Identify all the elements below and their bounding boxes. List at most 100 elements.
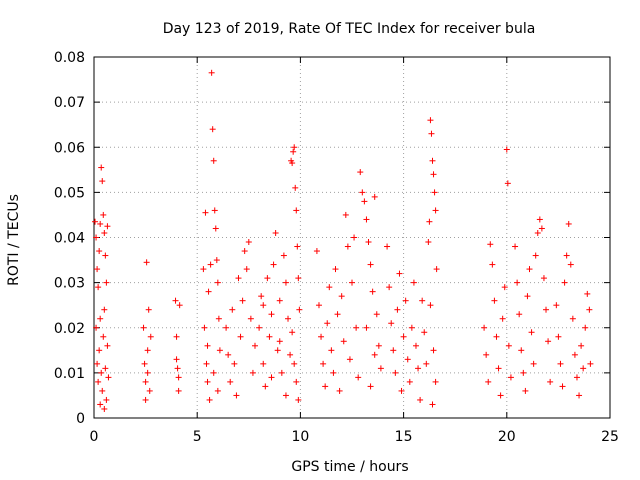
- x-tick-label: 15: [395, 429, 413, 445]
- data-point: [95, 378, 102, 385]
- data-point: [247, 315, 254, 322]
- data-point: [144, 347, 151, 354]
- data-point: [290, 148, 297, 155]
- data-point: [512, 243, 519, 250]
- data-point: [141, 360, 148, 367]
- data-point: [586, 306, 593, 313]
- data-point: [214, 279, 221, 286]
- data-point: [175, 374, 182, 381]
- data-point: [216, 347, 223, 354]
- data-point: [176, 302, 183, 309]
- data-point: [371, 193, 378, 200]
- data-point: [101, 229, 108, 236]
- data-point: [100, 211, 107, 218]
- data-point: [245, 239, 252, 246]
- y-tick-label: 0.07: [54, 95, 85, 111]
- data-point: [487, 241, 494, 248]
- data-point: [258, 293, 265, 300]
- data-point: [432, 207, 439, 214]
- data-point: [204, 342, 211, 349]
- data-point: [573, 374, 580, 381]
- data-point: [241, 248, 248, 255]
- data-point: [555, 333, 562, 340]
- data-point: [528, 329, 535, 336]
- data-point: [328, 347, 335, 354]
- data-point: [97, 220, 104, 227]
- data-point: [398, 387, 405, 394]
- data-point: [322, 383, 329, 390]
- data-point: [584, 290, 591, 297]
- data-point: [212, 225, 219, 232]
- data-point: [99, 178, 106, 185]
- data-point: [227, 378, 234, 385]
- data-point: [557, 360, 564, 367]
- data-point: [408, 324, 415, 331]
- data-point: [266, 333, 273, 340]
- data-point: [94, 360, 101, 367]
- data-point: [504, 180, 511, 187]
- data-point: [102, 365, 109, 372]
- data-point: [363, 324, 370, 331]
- data-point: [295, 396, 302, 403]
- data-point: [336, 387, 343, 394]
- data-point: [522, 387, 529, 394]
- data-point: [483, 351, 490, 358]
- data-point: [493, 333, 500, 340]
- data-point: [503, 146, 510, 153]
- data-point: [92, 218, 99, 225]
- data-point: [402, 297, 409, 304]
- data-point: [229, 306, 236, 313]
- data-point: [293, 378, 300, 385]
- data-point: [205, 288, 212, 295]
- data-point: [501, 284, 508, 291]
- data-point: [251, 342, 258, 349]
- data-point: [97, 401, 104, 408]
- data-point: [351, 234, 358, 241]
- data-point: [233, 392, 240, 399]
- data-point: [421, 329, 428, 336]
- data-point: [209, 126, 216, 133]
- x-tick-label: 5: [193, 429, 202, 445]
- data-point: [534, 229, 541, 236]
- data-point: [201, 324, 208, 331]
- data-point: [367, 261, 374, 268]
- data-point: [264, 275, 271, 282]
- data-point: [582, 324, 589, 331]
- data-point: [429, 157, 436, 164]
- data-point: [103, 279, 110, 286]
- data-point: [427, 302, 434, 309]
- data-point: [294, 243, 301, 250]
- data-point: [430, 347, 437, 354]
- data-point: [147, 333, 154, 340]
- data-point: [97, 315, 104, 322]
- data-point: [524, 293, 531, 300]
- data-point: [211, 207, 218, 214]
- data-point: [553, 302, 560, 309]
- data-point: [103, 396, 110, 403]
- data-point: [419, 297, 426, 304]
- data-point: [390, 347, 397, 354]
- data-point: [104, 223, 111, 230]
- y-tick-label: 0.06: [54, 140, 85, 156]
- data-point: [530, 360, 537, 367]
- data-point: [330, 369, 337, 376]
- data-point: [538, 225, 545, 232]
- data-point: [239, 297, 246, 304]
- data-points: [92, 69, 594, 412]
- data-point: [140, 324, 147, 331]
- data-point: [516, 311, 523, 318]
- data-point: [365, 239, 372, 246]
- data-point: [274, 347, 281, 354]
- data-point: [214, 387, 221, 394]
- data-point: [268, 374, 275, 381]
- data-point: [173, 333, 180, 340]
- data-point: [547, 378, 554, 385]
- data-point: [505, 342, 512, 349]
- data-point: [231, 360, 238, 367]
- x-tick-label: 0: [90, 429, 99, 445]
- data-point: [563, 252, 570, 259]
- data-point: [569, 315, 576, 322]
- data-point: [346, 356, 353, 363]
- data-point: [291, 144, 298, 151]
- data-point: [342, 211, 349, 218]
